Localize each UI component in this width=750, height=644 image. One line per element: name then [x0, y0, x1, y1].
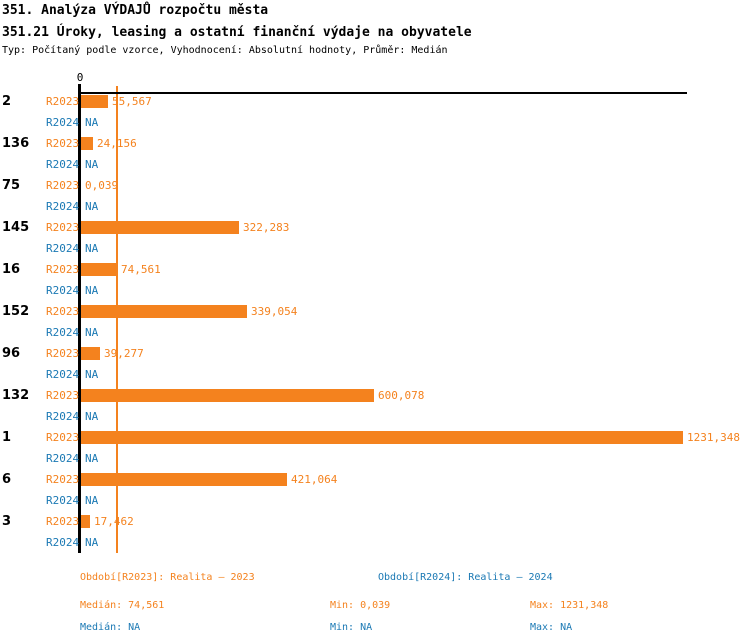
category-label: 136 [2, 136, 30, 151]
series-label-r2024: R2024 [46, 158, 80, 171]
bar-r2023 [81, 515, 90, 528]
series-label-r2024: R2024 [46, 536, 80, 549]
value-label-r2023: 74,561 [121, 263, 161, 276]
chart-subtitle: 351.21 Úroky, leasing a ostatní finanční… [2, 25, 472, 40]
value-label-r2023: 1231,348 [687, 431, 740, 444]
value-label-r2024: NA [85, 116, 99, 129]
value-label-r2024: NA [85, 242, 99, 255]
series-label-r2024: R2024 [46, 116, 80, 129]
series-label-r2023: R2023 [46, 179, 80, 192]
stat-min-r2024: Min: NA [330, 622, 373, 633]
series-label-r2024: R2024 [46, 494, 80, 507]
category-label: 16 [2, 262, 21, 277]
bar-r2023 [81, 389, 374, 402]
series-label-r2023: R2023 [46, 347, 80, 360]
value-label-r2023: 322,283 [243, 221, 290, 234]
value-label-r2024: NA [85, 536, 99, 549]
chart-meta-line: Typ: Počítaný podle vzorce, Vyhodnocení:… [2, 45, 448, 56]
value-label-r2023: 17,462 [94, 515, 134, 528]
value-label-r2023: 24,156 [97, 137, 137, 150]
category-label: 3 [2, 514, 12, 529]
value-label-r2024: NA [85, 158, 99, 171]
category-label: 1 [2, 430, 12, 445]
series-label-r2023: R2023 [46, 515, 80, 528]
series-label-r2024: R2024 [46, 326, 80, 339]
series-label-r2023: R2023 [46, 305, 80, 318]
bar-r2023 [81, 305, 247, 318]
bar-r2023 [81, 473, 287, 486]
value-label-r2024: NA [85, 200, 99, 213]
value-label-r2024: NA [85, 368, 99, 381]
legend-r2023: Období[R2023]: Realita – 2023 [80, 572, 255, 583]
value-label-r2023: 55,567 [112, 95, 152, 108]
stat-max-r2023: Max: 1231,348 [530, 600, 609, 611]
value-label-r2024: NA [85, 452, 99, 465]
series-label-r2024: R2024 [46, 452, 80, 465]
stat-max-r2024: Max: NA [530, 622, 573, 633]
category-label: 132 [2, 388, 30, 403]
category-label: 152 [2, 304, 30, 319]
category-label: 6 [2, 472, 12, 487]
value-label-r2023: 600,078 [378, 389, 425, 402]
value-label-r2023: 39,277 [104, 347, 144, 360]
value-label-r2023: 339,054 [251, 305, 298, 318]
x-axis-line [78, 92, 687, 94]
series-label-r2023: R2023 [46, 431, 80, 444]
series-label-r2024: R2024 [46, 410, 80, 423]
category-label: 145 [2, 220, 30, 235]
bar-r2023 [81, 221, 239, 234]
value-label-r2023: 421,064 [291, 473, 338, 486]
value-label-r2024: NA [85, 284, 99, 297]
median-line [116, 86, 118, 553]
legend-r2024: Období[R2024]: Realita – 2024 [378, 572, 553, 583]
category-label: 75 [2, 178, 21, 193]
series-label-r2024: R2024 [46, 284, 80, 297]
series-label-r2023: R2023 [46, 263, 80, 276]
series-label-r2023: R2023 [46, 137, 80, 150]
series-label-r2023: R2023 [46, 221, 80, 234]
stat-min-r2023: Min: 0,039 [330, 600, 391, 611]
series-label-r2023: R2023 [46, 389, 80, 402]
value-label-r2023: 0,039 [85, 179, 119, 192]
x-axis-zero-label: 0 [76, 71, 84, 84]
bar-r2023 [81, 95, 108, 108]
series-label-r2024: R2024 [46, 200, 80, 213]
chart-title: 351. Analýza VÝDAJŮ rozpočtu města [2, 3, 269, 18]
bar-r2023 [81, 431, 683, 444]
y-axis-line [78, 84, 81, 553]
category-label: 2 [2, 94, 12, 109]
series-label-r2023: R2023 [46, 95, 80, 108]
stat-median-r2023: Medián: 74,561 [80, 600, 165, 611]
value-label-r2024: NA [85, 410, 99, 423]
bar-r2023 [81, 137, 93, 150]
series-label-r2023: R2023 [46, 473, 80, 486]
stat-median-r2024: Medián: NA [80, 622, 141, 633]
value-label-r2024: NA [85, 326, 99, 339]
bar-r2023 [81, 263, 117, 276]
value-label-r2024: NA [85, 494, 99, 507]
bar-r2023 [81, 347, 100, 360]
series-label-r2024: R2024 [46, 368, 80, 381]
series-label-r2024: R2024 [46, 242, 80, 255]
category-label: 96 [2, 346, 21, 361]
